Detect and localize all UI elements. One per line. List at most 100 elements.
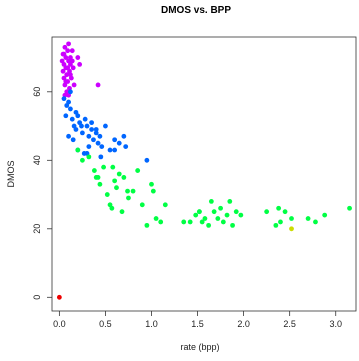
data-point — [211, 209, 217, 215]
data-point — [86, 144, 92, 150]
data-point — [86, 154, 92, 160]
data-point — [104, 192, 110, 197]
chart-title: DMOS vs. BPP — [161, 5, 231, 16]
data-point — [282, 209, 288, 215]
data-point — [63, 79, 69, 84]
data-point — [91, 168, 97, 173]
data-point — [121, 133, 127, 139]
data-point — [70, 65, 76, 71]
data-point — [68, 106, 73, 112]
data-point — [97, 133, 103, 139]
x-tick-label: 0.0 — [53, 319, 66, 329]
data-point — [276, 205, 282, 211]
data-point — [69, 48, 75, 54]
data-point — [130, 188, 136, 194]
data-point — [73, 109, 79, 115]
data-point — [273, 222, 279, 228]
x-axis-title: rate (bpp) — [180, 342, 219, 352]
data-point — [63, 113, 69, 119]
data-point — [112, 137, 118, 143]
data-point — [119, 209, 125, 215]
data-point — [69, 116, 75, 122]
data-point — [86, 133, 92, 139]
data-point — [93, 130, 99, 136]
data-point — [66, 99, 71, 105]
data-point — [91, 137, 96, 143]
data-point — [218, 205, 223, 211]
data-point — [196, 209, 202, 215]
data-point — [158, 219, 164, 225]
data-point — [89, 127, 95, 132]
data-point — [313, 219, 318, 225]
data-point — [208, 199, 214, 204]
data-point — [79, 123, 84, 129]
data-point — [65, 65, 71, 71]
data-point — [68, 89, 73, 95]
data-point — [61, 96, 67, 102]
data-point — [181, 219, 187, 225]
data-point — [305, 216, 311, 221]
data-point — [123, 144, 129, 150]
data-point — [77, 62, 83, 67]
data-point — [66, 41, 71, 47]
x-tick-label: 1.5 — [191, 319, 204, 329]
data-point — [238, 212, 244, 218]
data-point — [66, 133, 71, 139]
data-point — [112, 178, 118, 184]
data-point — [103, 123, 108, 129]
data-point — [220, 219, 226, 225]
x-tick-label: 1.0 — [145, 319, 158, 329]
data-point — [347, 205, 352, 211]
data-point — [202, 216, 208, 221]
y-axis-title: DMOS — [6, 161, 16, 188]
data-point — [233, 209, 239, 215]
data-point — [150, 188, 156, 194]
data-point — [149, 181, 154, 187]
y-tick-label: 40 — [32, 155, 42, 165]
x-tick-label: 0.5 — [99, 319, 112, 329]
x-tick-label: 2.5 — [283, 319, 296, 329]
data-point — [73, 127, 79, 132]
data-point — [75, 147, 81, 153]
data-point — [116, 140, 122, 146]
data-point — [126, 195, 131, 201]
data-point — [144, 222, 150, 228]
data-point — [65, 48, 71, 54]
data-point — [264, 209, 270, 215]
data-point — [224, 212, 230, 218]
data-point — [61, 51, 67, 57]
data-point — [199, 219, 205, 225]
data-point — [112, 147, 118, 153]
y-tick-label: 60 — [32, 87, 42, 97]
data-point — [187, 219, 193, 225]
data-point — [278, 219, 283, 225]
data-point — [135, 168, 141, 173]
data-point — [125, 188, 130, 194]
data-point — [75, 55, 81, 60]
data-point — [95, 140, 101, 146]
data-point — [227, 199, 233, 204]
data-point — [101, 164, 106, 170]
data-point — [80, 130, 85, 136]
data-points — [56, 41, 352, 300]
x-tick-label: 3.0 — [329, 319, 342, 329]
data-point — [56, 294, 62, 300]
data-point — [322, 212, 328, 218]
x-axis: 0.0 0.5 1.0 1.5 2.0 2.5 3.0 — [53, 311, 342, 329]
data-point — [162, 202, 168, 208]
y-axis: 0 20 40 60 — [32, 87, 52, 300]
plot-frame — [51, 36, 357, 312]
data-point — [93, 127, 99, 132]
data-point — [144, 157, 150, 163]
data-point — [289, 216, 294, 221]
data-point — [64, 72, 70, 78]
data-point — [68, 72, 73, 78]
data-point — [60, 68, 66, 74]
data-point — [230, 222, 235, 228]
data-point — [95, 175, 101, 180]
data-point — [70, 137, 76, 143]
data-point — [98, 154, 104, 160]
data-point — [97, 181, 103, 187]
y-tick-label: 0 — [32, 295, 42, 300]
data-point — [89, 120, 95, 126]
